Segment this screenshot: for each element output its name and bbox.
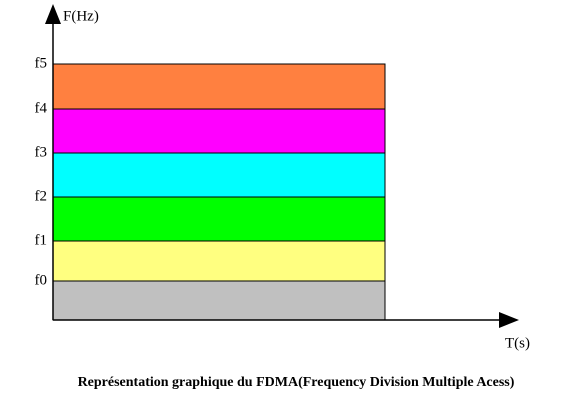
frequency-band — [52, 152, 386, 198]
frequency-label: f5 — [35, 55, 48, 71]
y-axis-label: F(Hz) — [63, 8, 99, 24]
frequency-label: f2 — [35, 188, 48, 204]
frequency-label: f0 — [35, 272, 48, 288]
frequency-label: f4 — [35, 100, 48, 116]
frequency-band — [52, 108, 386, 154]
x-axis-label: T(s) — [505, 335, 530, 351]
frequency-band — [52, 196, 386, 242]
frequency-label: f1 — [35, 232, 48, 248]
frequency-band — [52, 240, 386, 282]
bands — [52, 63, 386, 321]
caption: Représentation graphique du FDMA(Frequen… — [78, 375, 515, 390]
y-axis-arrow — [45, 4, 61, 24]
x-axis-arrow — [499, 312, 519, 328]
frequency-band — [52, 63, 386, 110]
frequency-band — [52, 280, 386, 321]
frequency-label: f3 — [35, 144, 48, 160]
